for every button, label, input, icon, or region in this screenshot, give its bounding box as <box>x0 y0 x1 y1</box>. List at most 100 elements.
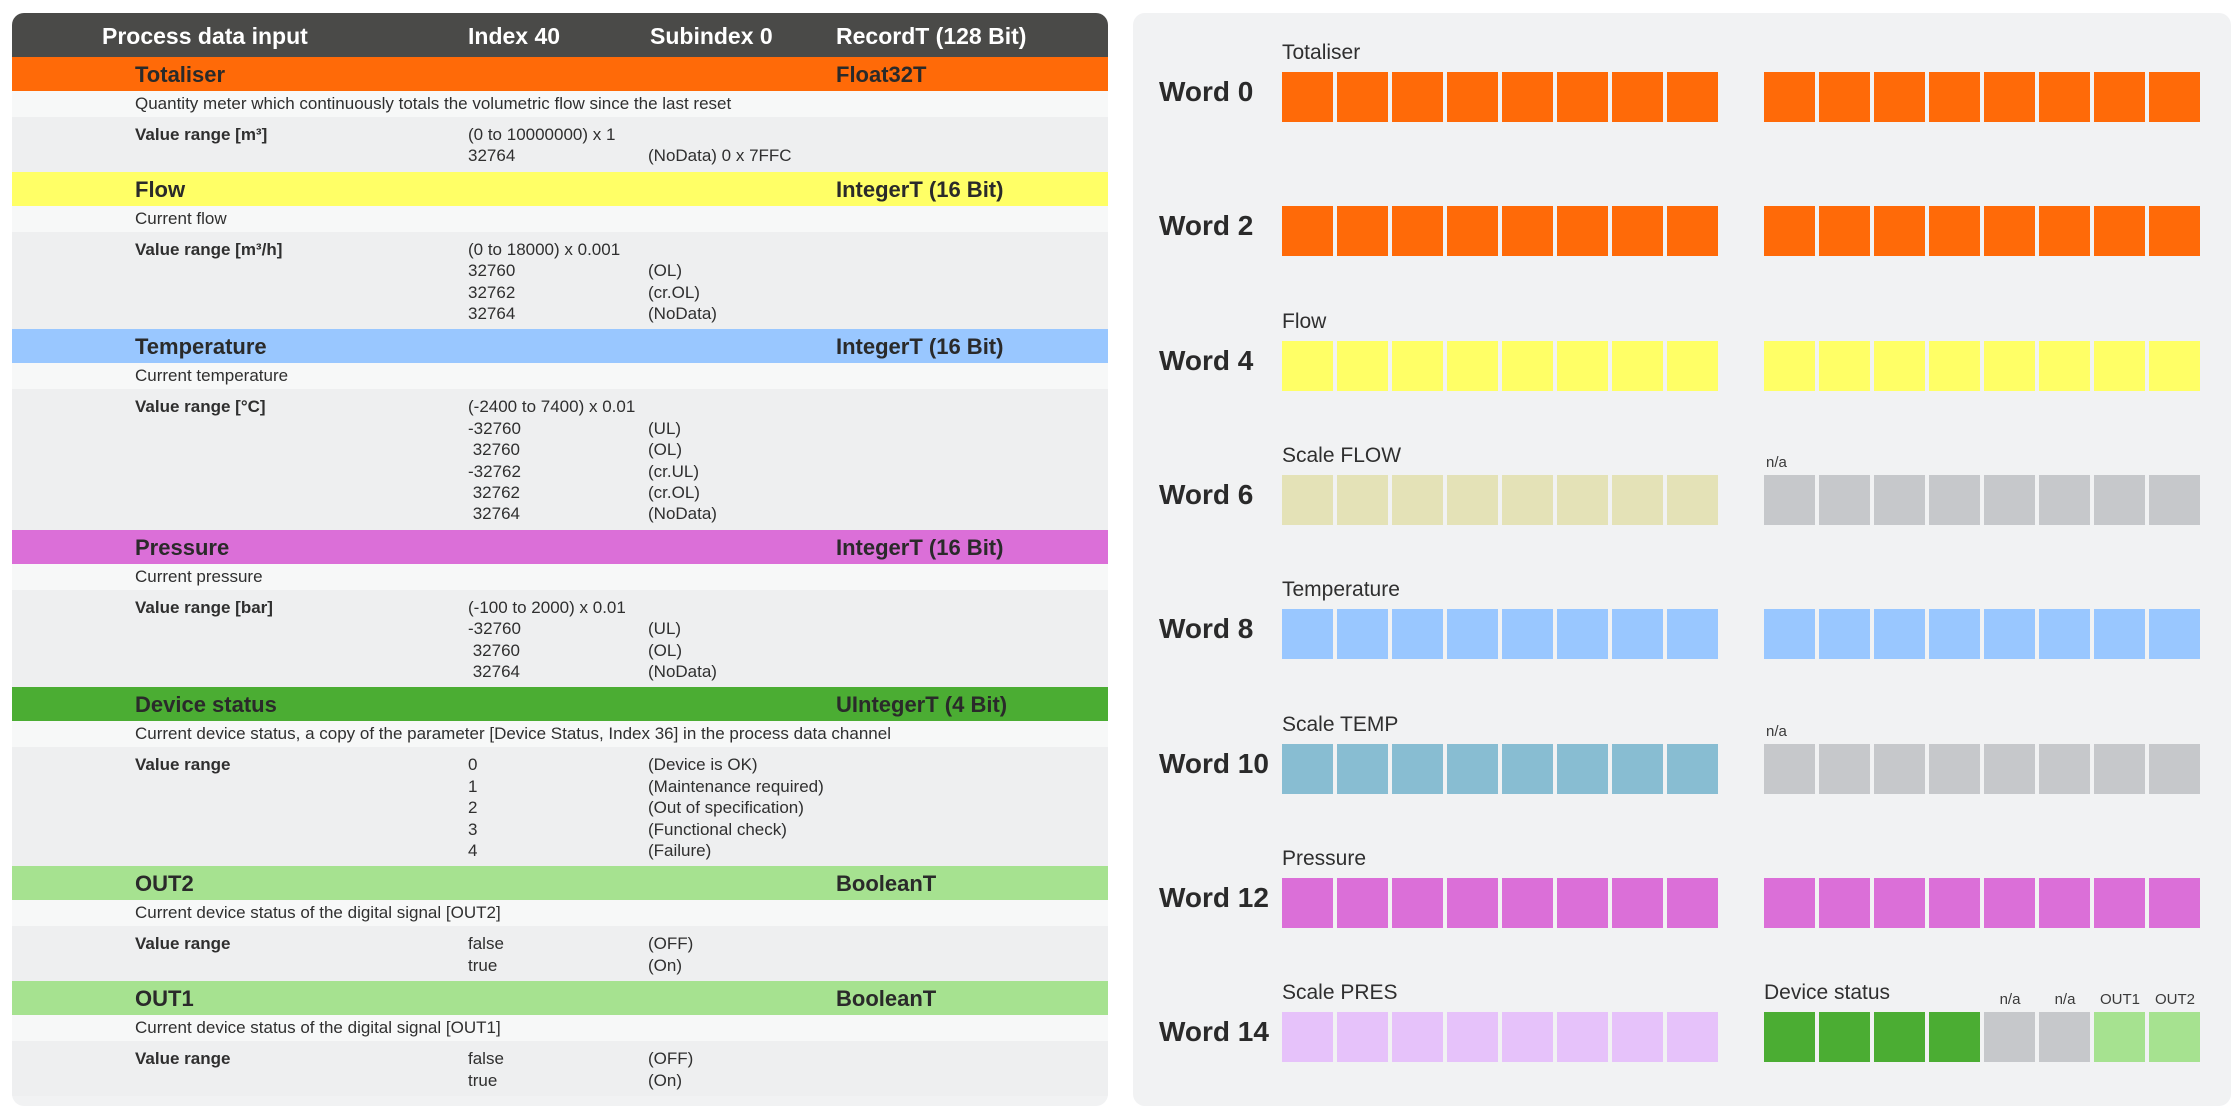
value-code: 32764 <box>468 661 520 681</box>
value-meaning: (On) <box>648 955 682 975</box>
low-byte-cells <box>1764 609 2200 660</box>
value-code: 32764 <box>468 504 520 524</box>
bit-cell <box>1667 1012 1718 1063</box>
value-code: (-100 to 2000) x 0.01 <box>468 597 626 617</box>
value-meaning: (Functional check) <box>648 819 787 839</box>
bit-cell <box>2149 877 2200 928</box>
bit-label: n/a <box>1999 991 2021 1009</box>
high-byte-cells <box>1282 206 1718 257</box>
bit-cell <box>1612 609 1663 660</box>
section-type: IntegerT (16 Bit) <box>836 176 1004 202</box>
bit-cell <box>1984 206 2035 257</box>
bit-cell <box>1337 743 1388 794</box>
section-description: Current device status, a copy of the par… <box>12 721 1108 748</box>
bit-cell <box>1557 72 1608 122</box>
bit-cell <box>1984 743 2035 794</box>
word-row: Word 0 Totaliser <box>1133 13 2231 147</box>
bit-cell <box>1819 474 1870 525</box>
section-type: BooleanT <box>836 986 937 1012</box>
bit-cell <box>1392 340 1443 391</box>
bit-cell <box>1502 474 1553 525</box>
bit-cell <box>1929 72 1980 122</box>
value-meaning: (UL) <box>648 619 682 639</box>
value-code: 32760 <box>468 440 520 460</box>
section-name: Pressure <box>135 534 230 560</box>
value-row: 32764 (NoData) <box>12 662 1108 683</box>
header-title: Process data input <box>102 23 308 49</box>
bit-cell <box>2039 340 2090 391</box>
value-code: false <box>468 934 504 954</box>
value-range-label: Value range [m³/h] <box>135 239 283 259</box>
section-value-range: Value range [m³/h] (0 to 18000) x 0.001 32… <box>12 231 1108 330</box>
low-byte-cells <box>1764 340 2200 391</box>
bit-cell <box>1282 340 1333 391</box>
value-code: 32760 <box>468 640 520 660</box>
bit-cell <box>1764 206 1815 257</box>
word-label: Word 10 <box>1159 747 1269 779</box>
section-name: OUT1 <box>135 986 194 1012</box>
section-header: Pressure IntegerT (16 Bit) <box>12 529 1108 564</box>
bit-cell <box>2094 877 2145 928</box>
bit-cell <box>1502 609 1553 660</box>
value-row: 32764 (NoData) 0 x 7FFC <box>12 146 1108 167</box>
bit-cell <box>1874 206 1925 257</box>
bit-label: OUT2 <box>2154 991 2195 1009</box>
bit-cell <box>1282 877 1333 928</box>
bit-cell <box>1502 877 1553 928</box>
bit-cell <box>1612 340 1663 391</box>
bit-label: n/a <box>1766 453 1787 471</box>
value-row: 32762 (cr.OL) <box>12 283 1108 304</box>
bit-cell <box>1667 474 1718 525</box>
bit-cell <box>1282 743 1333 794</box>
value-range-label: Value range [m³] <box>135 125 268 144</box>
value-row: true (On) <box>12 1071 1108 1092</box>
value-row: 4 (Failure) <box>12 841 1108 862</box>
section-name: Device status <box>135 692 277 718</box>
word-map-panel: Word 0 Totaliser Word 2 Word 4 Flow Word 6 Sca… <box>1133 13 2231 1106</box>
value-range-label: Value range <box>135 934 231 954</box>
register-label: Scale FLOW <box>1282 443 1402 467</box>
section-header: OUT1 BooleanT <box>12 981 1108 1016</box>
bit-cell <box>1392 609 1443 660</box>
value-row: false (OFF) <box>12 1049 1108 1070</box>
bit-cell <box>2094 206 2145 257</box>
value-code: (0 to 18000) x 0.001 <box>468 239 621 259</box>
value-code: true <box>468 955 498 975</box>
bit-cell <box>1984 474 2035 525</box>
bit-cell <box>1764 743 1815 794</box>
bit-cell <box>1667 609 1718 660</box>
bit-cell <box>1667 206 1718 257</box>
section-description: Current flow <box>12 205 1108 232</box>
value-code: 4 <box>468 840 478 860</box>
bit-cell <box>2094 72 2145 122</box>
section-header: Flow IntegerT (16 Bit) <box>12 171 1108 206</box>
word-label: Word 14 <box>1159 1016 1269 1048</box>
value-row: false (OFF) <box>12 934 1108 955</box>
value-row: -32762 (cr.UL) <box>12 462 1108 483</box>
bit-cell <box>1874 340 1925 391</box>
bit-cell <box>1447 877 1498 928</box>
value-range-label: Value range <box>135 755 231 775</box>
value-code: 32764 <box>468 146 516 166</box>
word-row: Word 2 <box>1133 147 2231 281</box>
word-row: Word 4 Flow <box>1133 282 2231 416</box>
value-code: -32762 <box>468 461 521 481</box>
bit-cell <box>1337 206 1388 257</box>
bit-cell <box>1337 877 1388 928</box>
bit-cell <box>1819 1012 1870 1063</box>
bit-cell <box>1612 474 1663 525</box>
value-meaning: (cr.OL) <box>648 482 700 502</box>
bit-cell <box>1929 743 1980 794</box>
bit-cell <box>1819 877 1870 928</box>
bit-cell <box>1282 609 1333 660</box>
high-byte-cells <box>1282 1012 1718 1063</box>
bit-cell <box>1764 72 1815 122</box>
low-byte-cells <box>1764 743 2200 794</box>
bit-cell <box>1447 72 1498 122</box>
value-code: 32762 <box>468 282 516 302</box>
bit-cell <box>1819 72 1870 122</box>
bit-cell <box>1392 877 1443 928</box>
low-byte-cells <box>1764 877 2200 928</box>
value-row: (-2400 to 7400) x 0.01 <box>12 397 1108 418</box>
section-description: Current device status of the digital sig… <box>12 900 1108 927</box>
